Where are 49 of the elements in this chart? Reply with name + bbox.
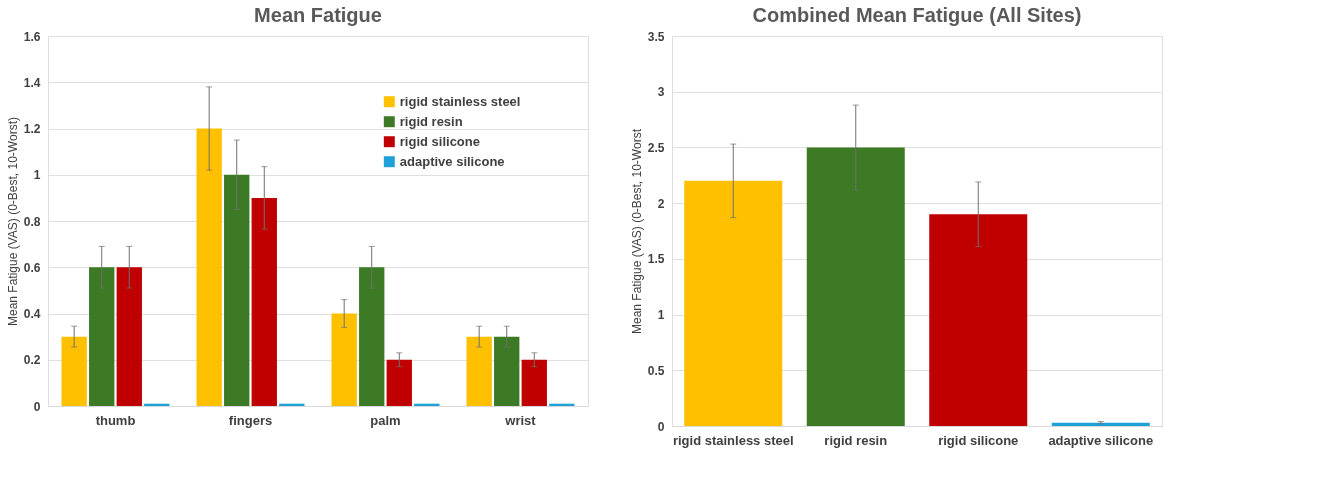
y-tick-label: 1.4 (23, 75, 41, 90)
legend-label: rigid silicone (399, 133, 480, 149)
bar (61, 336, 87, 406)
x-tick-label: rigid silicone (938, 432, 1019, 448)
bar (224, 174, 250, 406)
legend-label: adaptive silicone (399, 153, 505, 169)
x-tick-label: adaptive silicone (1048, 432, 1154, 448)
bar (196, 128, 222, 406)
y-axis-title: Mean Fatigue (VAS) (0-Best, 10-Worst (629, 128, 644, 334)
y-tick-label: 1.2 (23, 122, 41, 136)
bar (89, 267, 115, 406)
bar (386, 359, 412, 406)
y-tick-label: 2.5 (647, 140, 665, 155)
y-tick-label: 1 (657, 308, 665, 323)
chart-title: Mean Fatigue (254, 4, 382, 26)
y-tick-label: 3.5 (647, 29, 665, 44)
x-tick-label: palm (370, 412, 401, 428)
y-tick-label: 1.5 (647, 252, 665, 267)
y-tick-label: 1 (33, 168, 41, 183)
bar (521, 359, 547, 406)
x-tick-label: wrist (504, 412, 537, 428)
y-tick-label: 0 (657, 419, 665, 434)
x-tick-label: thumb (95, 412, 136, 428)
bar (466, 336, 492, 406)
x-tick-label: fingers (228, 412, 273, 428)
y-tick-label: 0 (33, 399, 41, 414)
legend-label: rigid stainless steel (399, 93, 521, 109)
legend-label: rigid resin (399, 113, 463, 129)
x-tick-label: rigid stainless steel (672, 432, 794, 448)
bar (1051, 422, 1150, 426)
y-axis-title: Mean Fatigue (VAS) (0-Best, 10-Worst) (5, 117, 20, 326)
bar (331, 313, 357, 406)
y-tick-label: 2 (657, 196, 665, 211)
bar (359, 267, 385, 406)
bar (929, 214, 1028, 426)
y-tick-label: 1.6 (23, 29, 41, 44)
bar (251, 197, 277, 406)
y-tick-label: 0.6 (23, 260, 41, 275)
bar (494, 336, 520, 406)
bar (116, 267, 142, 406)
x-tick-label: rigid resin (824, 432, 888, 448)
y-tick-label: 0.2 (23, 353, 41, 368)
y-tick-label: 3 (657, 85, 665, 100)
y-tick-label: 0.5 (647, 363, 665, 378)
bar (806, 147, 905, 426)
y-tick-label: 0.8 (23, 214, 41, 229)
chart-title: Combined Mean Fatigue (All Sites) (752, 4, 1082, 26)
bar (684, 180, 783, 426)
y-tick-label: 0.4 (23, 307, 41, 321)
